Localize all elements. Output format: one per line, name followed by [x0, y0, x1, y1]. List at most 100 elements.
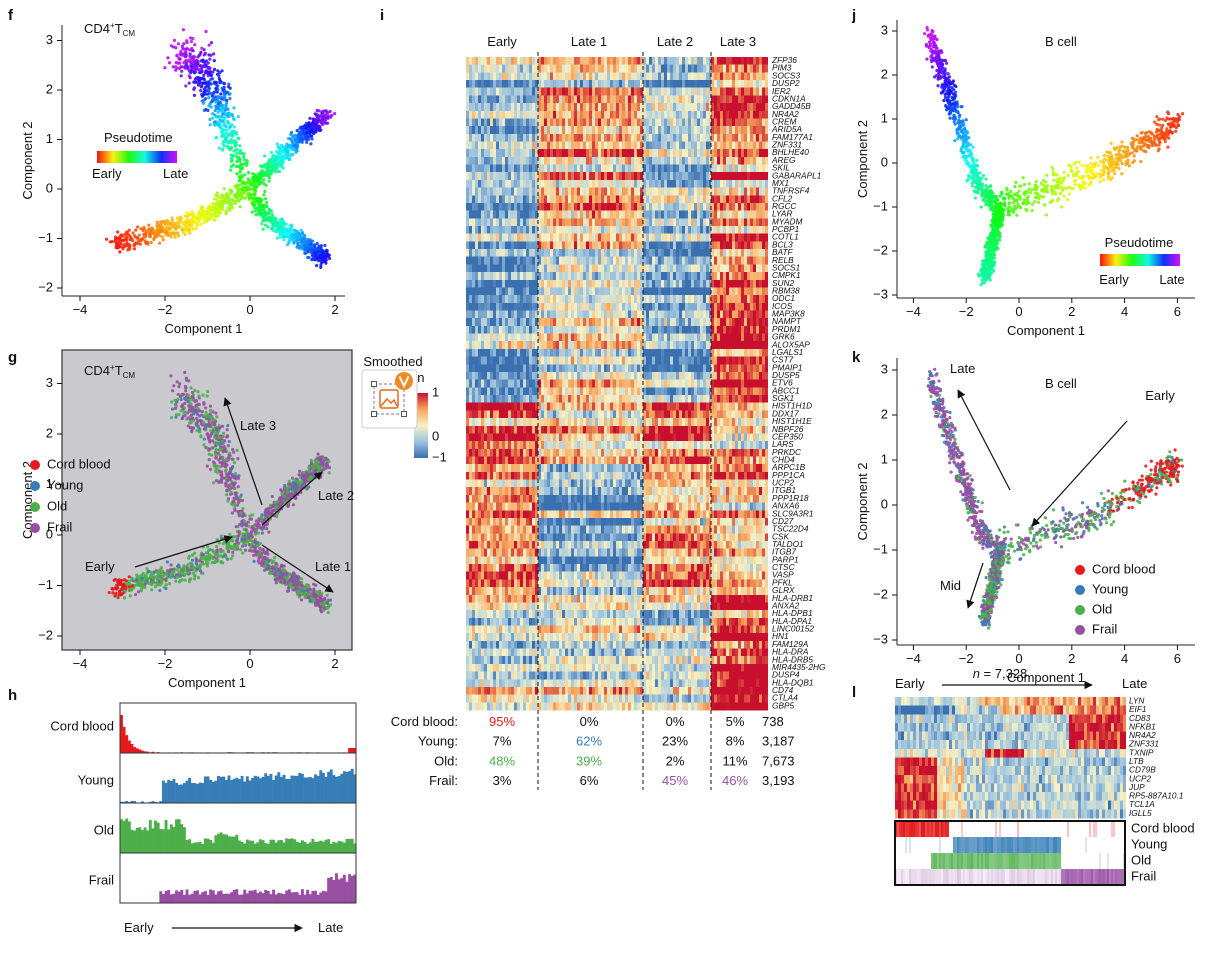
heatmap-cell	[685, 64, 689, 73]
heatmap-cell	[523, 80, 527, 89]
heatmap-cell	[481, 57, 485, 65]
cell-point	[184, 220, 188, 224]
cell-point	[214, 97, 218, 101]
heatmap-cell	[616, 72, 620, 81]
cell-point	[268, 216, 272, 220]
heatmap-cell	[565, 72, 569, 81]
cell-point	[183, 572, 187, 576]
cell-point	[314, 602, 318, 606]
cell-point	[196, 402, 200, 406]
heatmap-cell	[619, 64, 623, 73]
cell-point	[180, 69, 184, 73]
cell-point	[245, 159, 249, 163]
heatmap-cell	[589, 64, 593, 73]
cell-point	[203, 97, 208, 101]
histogram-bar	[156, 822, 160, 853]
cell-point	[292, 241, 296, 245]
cell-point	[281, 219, 285, 224]
histogram-bar	[164, 890, 168, 903]
histogram-bar	[203, 838, 207, 853]
title-sub: CM	[123, 29, 136, 38]
cell-point	[311, 464, 315, 468]
cell-point	[262, 518, 267, 522]
heatmap-cell	[673, 64, 677, 73]
heatmap-cell	[487, 80, 491, 89]
heatmap-cell	[466, 64, 470, 73]
heatmap-cell	[580, 87, 584, 96]
cell-point	[214, 434, 218, 438]
cell-point	[117, 593, 121, 597]
cell-point	[184, 227, 188, 231]
heatmap-cell	[750, 64, 754, 73]
cell-point	[216, 554, 220, 558]
cell-point	[238, 511, 243, 515]
cell-point	[220, 439, 224, 443]
heatmap-cell	[735, 80, 739, 89]
heatmap-cell	[676, 64, 680, 73]
cell-point	[236, 114, 240, 119]
cell-point	[225, 113, 229, 117]
heatmap-cell	[511, 57, 515, 65]
heatmap-cell	[496, 87, 500, 96]
cell-point	[192, 577, 197, 581]
cell-point	[225, 489, 229, 493]
histogram-bar	[321, 841, 325, 853]
histogram-bar	[230, 780, 234, 803]
cell-point	[179, 397, 183, 402]
cell-point	[221, 88, 226, 92]
cell-point	[187, 379, 191, 383]
histogram-bar	[211, 890, 215, 903]
heatmap-cell	[619, 72, 623, 81]
heatmap-cell	[729, 80, 733, 89]
cell-point	[138, 583, 142, 587]
cell-point	[273, 555, 277, 560]
heatmap-cell	[694, 87, 698, 96]
row-label: Frail	[89, 872, 114, 887]
heatmap-cell	[574, 80, 578, 89]
heatmap-cell	[499, 95, 503, 104]
cell-point	[218, 448, 223, 452]
heatmap-cell	[634, 87, 638, 96]
cell-point	[176, 231, 180, 235]
cell-point	[192, 55, 196, 59]
histogram-bar	[130, 743, 134, 753]
heatmap-cell	[523, 72, 527, 81]
cell-point	[174, 227, 178, 231]
cell-point	[267, 212, 271, 216]
histogram-bar	[190, 893, 194, 903]
cell-point	[303, 595, 307, 599]
histogram-bar	[282, 842, 286, 853]
cell-point	[287, 157, 292, 162]
cell-point	[222, 200, 226, 204]
histogram-bar	[188, 894, 192, 903]
heatmap-cell	[604, 64, 608, 73]
cell-point	[316, 115, 320, 119]
cell-point	[177, 563, 181, 567]
heatmap-cell	[613, 87, 617, 96]
cell-point	[229, 164, 234, 168]
heatmap-cell	[481, 80, 485, 89]
cell-point	[225, 200, 229, 205]
cell-point	[191, 398, 195, 402]
cell-point	[266, 166, 270, 170]
heatmap-cell	[475, 95, 479, 104]
cell-point	[264, 560, 269, 564]
cell-point	[193, 43, 197, 47]
heatmap-cell	[469, 72, 473, 81]
cell-point	[266, 160, 271, 164]
cell-point	[267, 176, 272, 180]
cell-point	[176, 225, 181, 229]
heatmap-cell	[676, 80, 680, 89]
cell-point	[225, 428, 229, 432]
cell-point	[135, 236, 139, 240]
heatmap-cell	[700, 64, 704, 73]
cell-point	[155, 220, 159, 224]
cell-point	[190, 209, 194, 214]
cell-point	[194, 561, 198, 565]
cell-point	[310, 137, 314, 141]
cell-point	[258, 541, 262, 546]
heatmap-cell	[595, 72, 599, 81]
cell-point	[213, 208, 217, 212]
histogram-bar	[251, 840, 255, 853]
title-base: CD4	[84, 363, 110, 378]
